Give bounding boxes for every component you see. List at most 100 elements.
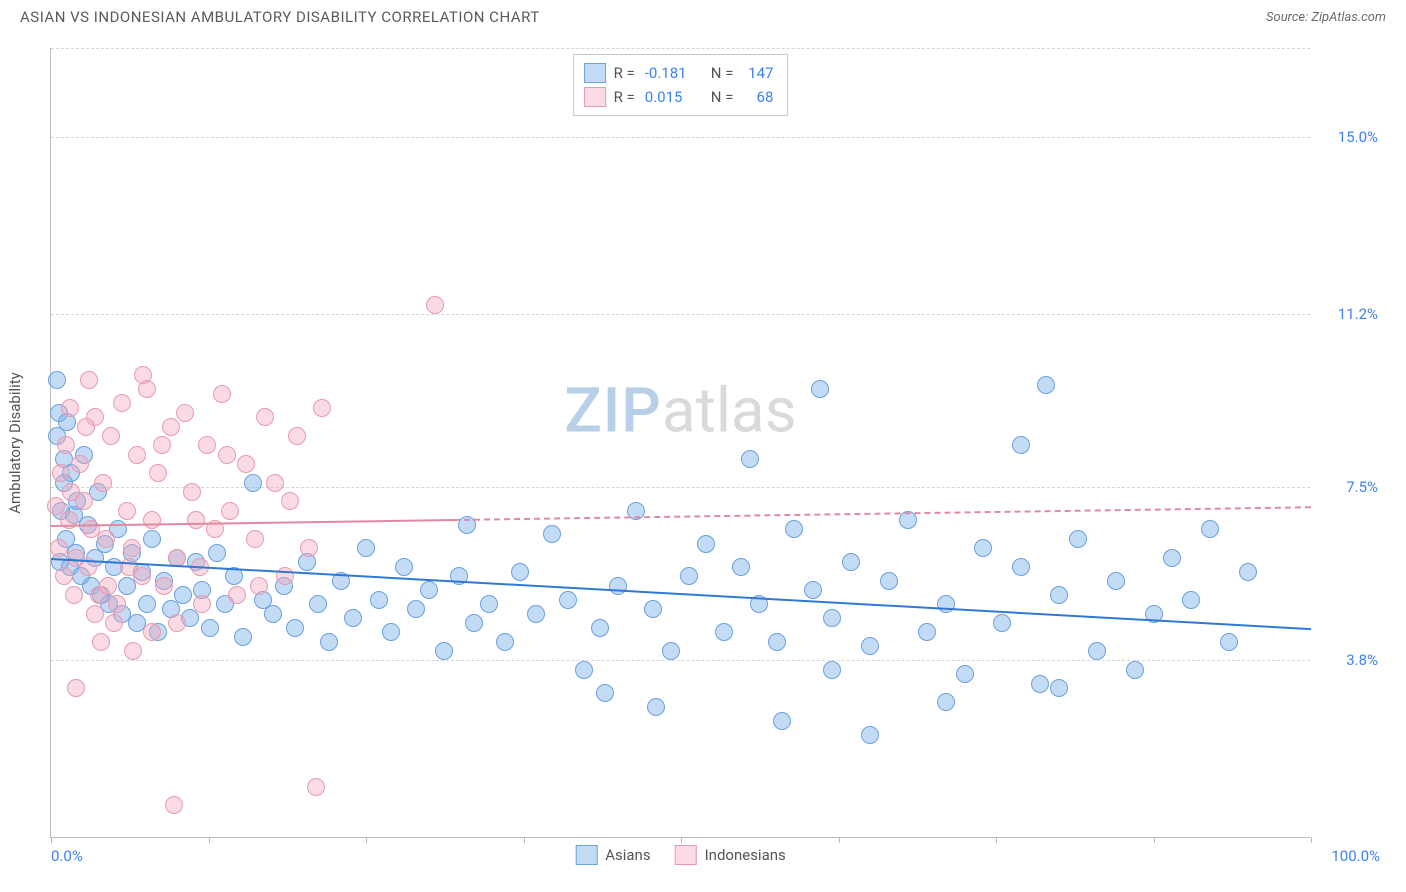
watermark-b: atlas [662,374,797,447]
x-tick [681,837,682,843]
y-axis-label: Ambulatory Disability [6,372,24,514]
scatter-point [313,399,331,417]
scatter-point [250,577,268,595]
y-tick-label: 11.2% [1318,305,1378,323]
scatter-point [237,455,255,473]
chart-source: Source: ZipAtlas.com [1266,10,1386,25]
scatter-point [118,502,136,520]
scatter-point [1031,675,1049,693]
trendline-dashed [454,506,1311,521]
watermark: ZIPatlas [564,374,796,447]
x-tick [209,837,210,843]
scatter-point [575,661,593,679]
scatter-point [785,520,803,538]
scatter-point [128,446,146,464]
scatter-point [697,535,715,553]
chart-title: ASIAN VS INDONESIAN AMBULATORY DISABILIT… [20,8,540,26]
scatter-point [680,567,698,585]
scatter-point [143,623,161,641]
scatter-point [1088,642,1106,660]
corr-r-label: R = [614,61,635,85]
scatter-point [993,614,1011,632]
scatter-point [320,633,338,651]
scatter-point [527,605,545,623]
scatter-point [880,572,898,590]
scatter-point [861,637,879,655]
scatter-point [426,296,444,314]
scatter-point [208,544,226,562]
scatter-point [55,567,73,585]
scatter-point [1239,563,1257,581]
scatter-point [1182,591,1200,609]
scatter-point [162,418,180,436]
scatter-point [266,474,284,492]
legend-swatch [584,87,606,107]
scatter-point [281,492,299,510]
scatter-point [99,577,117,595]
scatter-point [715,623,733,641]
gridline [51,137,1310,138]
scatter-point [102,427,120,445]
scatter-point [143,530,161,548]
scatter-point [149,464,167,482]
scatter-point [86,605,104,623]
correlation-legend: R =-0.181N =147R =0.015N =68 [573,54,789,116]
scatter-point [773,712,791,730]
scatter-point [48,371,66,389]
scatter-point [123,539,141,557]
scatter-point [193,595,211,613]
plot-region: Ambulatory Disability ZIPatlas R =-0.181… [50,48,1310,838]
scatter-point [244,474,262,492]
scatter-point [768,633,786,651]
scatter-point [395,558,413,576]
chart-area: Ambulatory Disability ZIPatlas R =-0.181… [50,48,1380,838]
scatter-point [811,380,829,398]
scatter-point [918,623,936,641]
y-tick-label: 3.8% [1318,651,1378,669]
scatter-point [67,679,85,697]
scatter-point [113,394,131,412]
corr-n-value: 68 [743,85,773,109]
scatter-point [420,581,438,599]
gridline [51,48,1310,49]
scatter-point [559,591,577,609]
scatter-point [823,661,841,679]
scatter-point [511,563,529,581]
x-tick [524,837,525,843]
x-tick-label-max: 100.0% [1331,847,1380,865]
scatter-point [57,436,75,454]
scatter-point [105,614,123,632]
scatter-point [1126,661,1144,679]
scatter-point [165,796,183,814]
scatter-point [644,600,662,618]
scatter-point [50,539,68,557]
scatter-point [480,595,498,613]
scatter-point [1050,679,1068,697]
scatter-point [1037,376,1055,394]
scatter-point [218,446,236,464]
scatter-point [407,600,425,618]
scatter-point [1012,436,1030,454]
scatter-point [937,595,955,613]
x-tick [51,837,52,843]
scatter-point [108,595,126,613]
scatter-point [94,474,112,492]
x-tick [1154,837,1155,843]
scatter-point [370,591,388,609]
scatter-point [1220,633,1238,651]
scatter-point [309,595,327,613]
scatter-point [120,558,138,576]
scatter-point [221,502,239,520]
scatter-point [138,595,156,613]
scatter-point [80,371,98,389]
y-tick-label: 15.0% [1318,128,1378,146]
corr-r-label: R = [614,85,635,109]
scatter-point [1069,530,1087,548]
scatter-point [176,404,194,422]
scatter-point [201,619,219,637]
scatter-point [97,530,115,548]
scatter-point [435,642,453,660]
scatter-point [741,450,759,468]
scatter-point [1012,558,1030,576]
corr-n-label: N = [711,85,734,109]
